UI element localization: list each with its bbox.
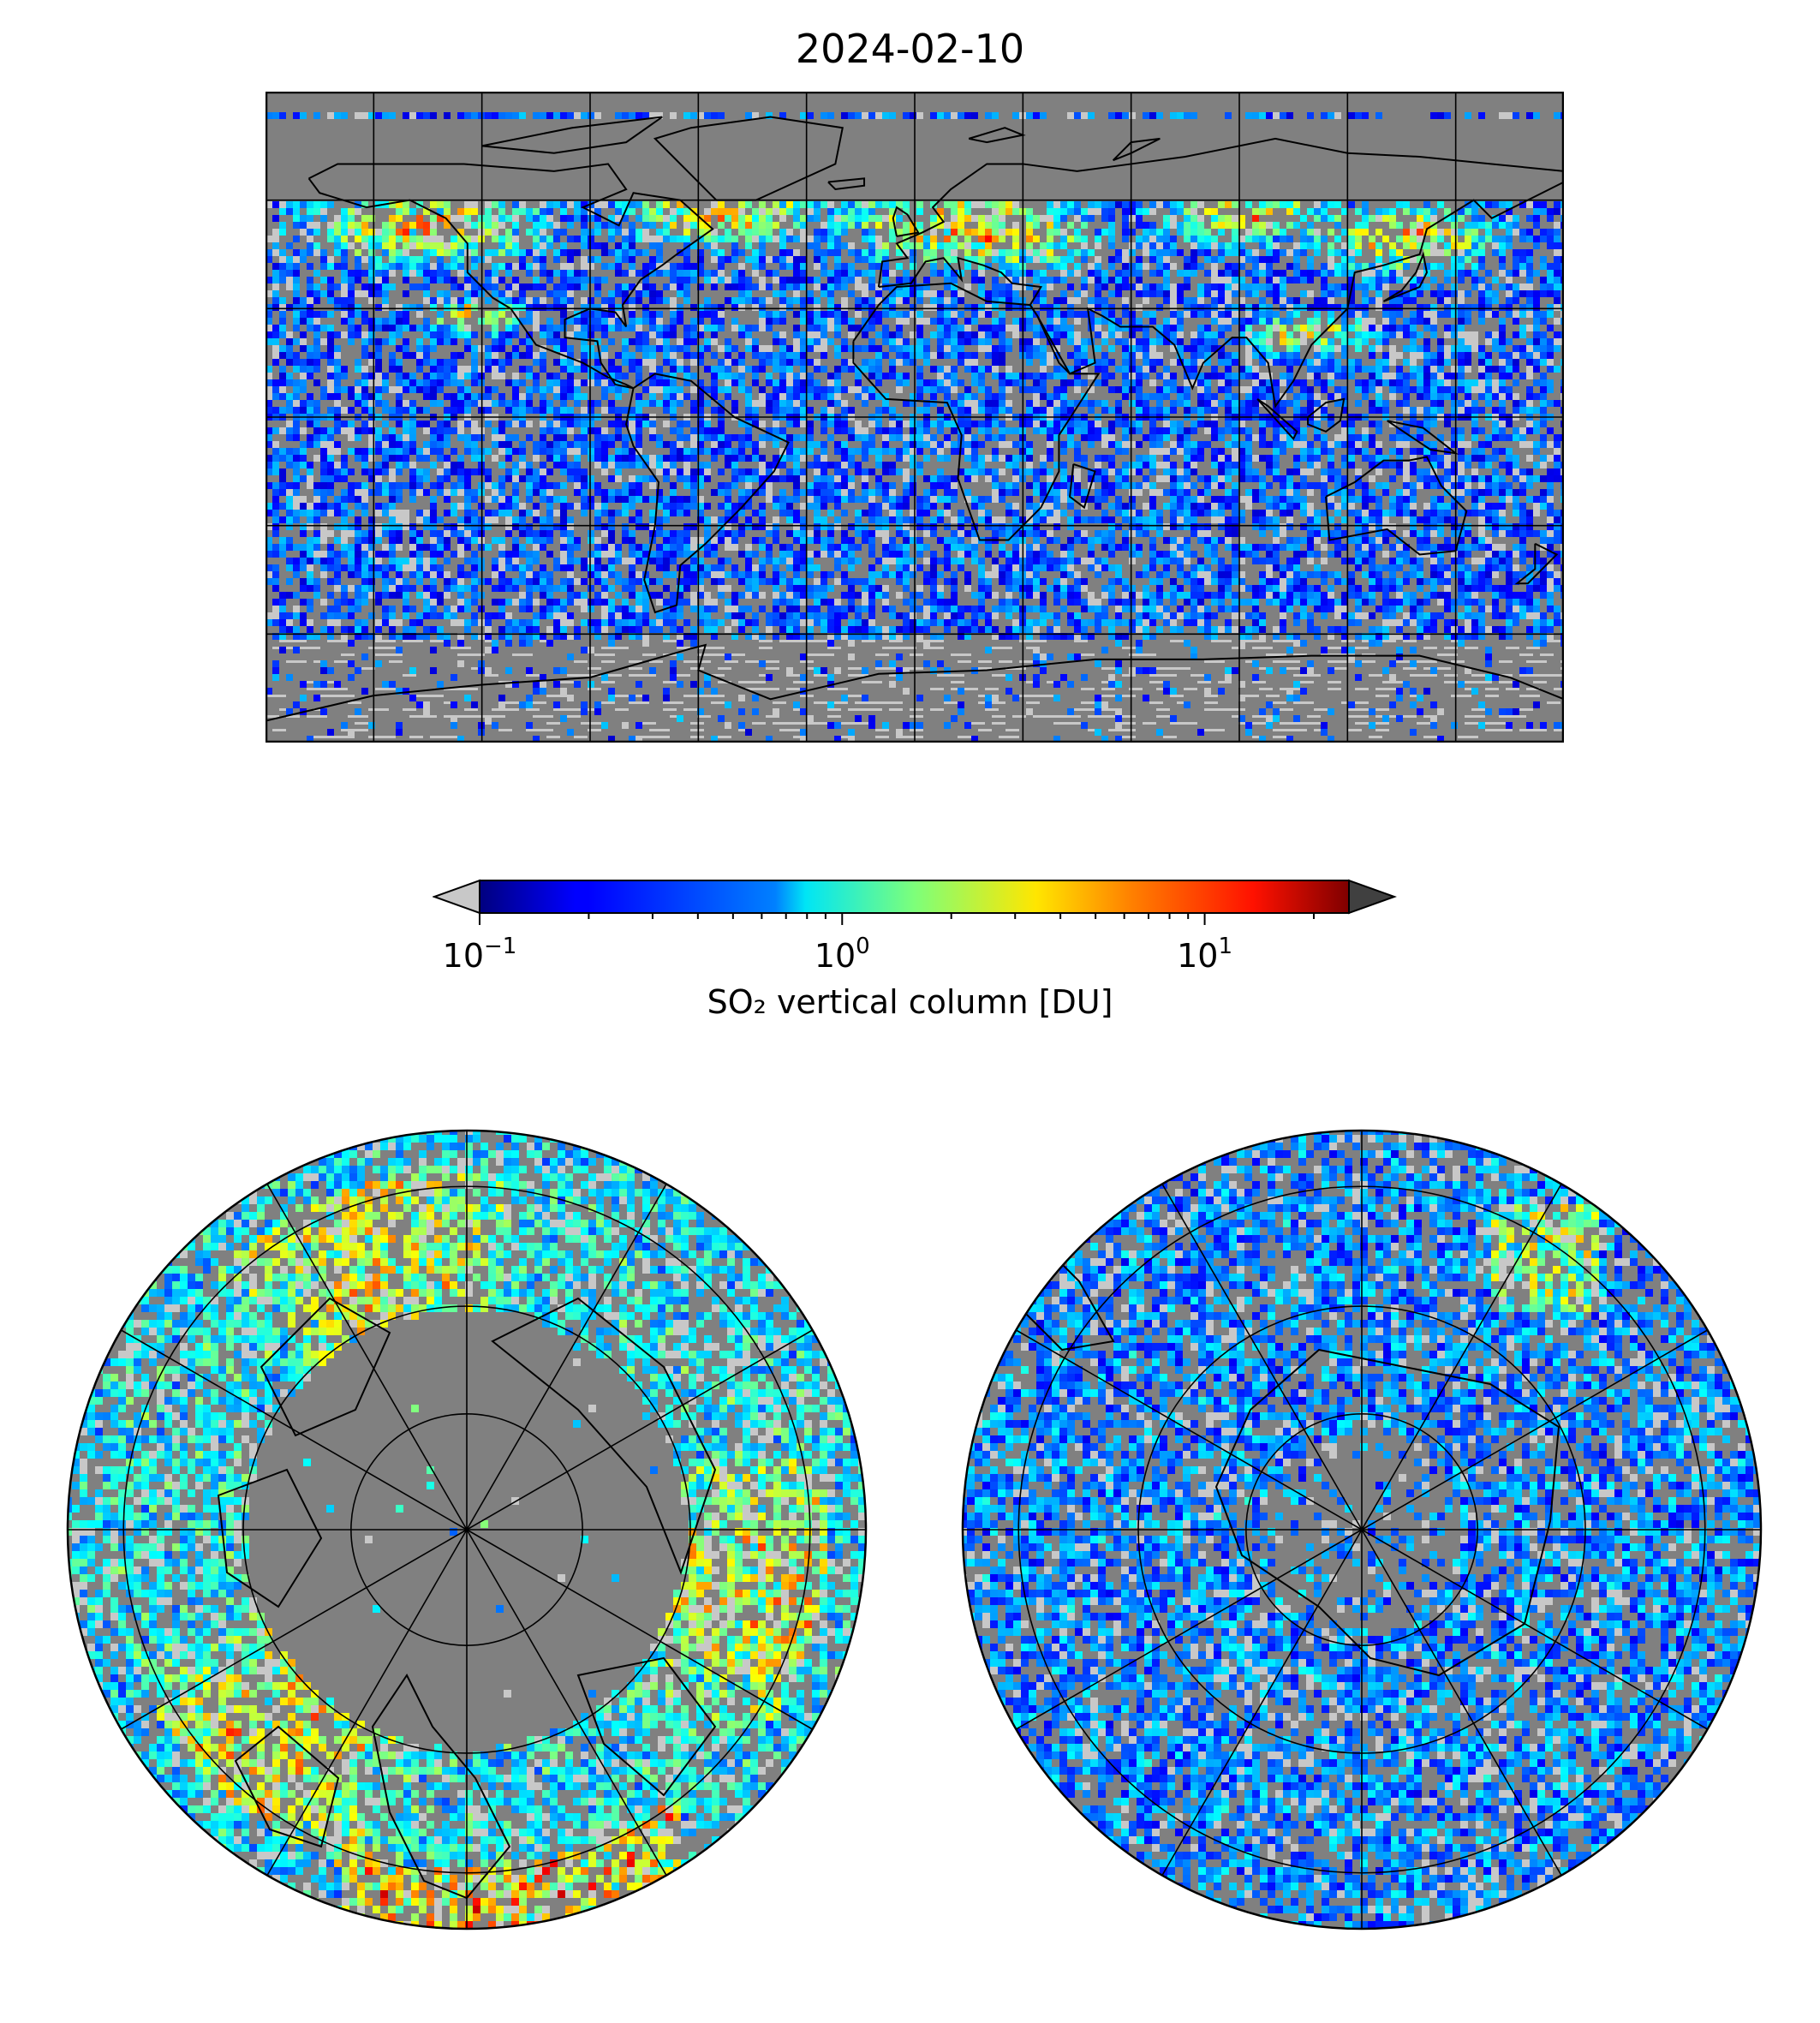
colorbar [433, 879, 1400, 930]
global-gridlines [266, 92, 1564, 743]
north-polar-map-svg [66, 1129, 868, 1931]
colorbar-gradient [479, 880, 1350, 914]
colorbar-svg [433, 879, 1397, 925]
global-map [266, 92, 1564, 743]
colorbar-tick-label: 10−1 [443, 934, 517, 975]
north-polar-gridlines [68, 1131, 866, 1929]
south-polar-data-cells [963, 1131, 1761, 1929]
tick-base: 10 [1177, 937, 1219, 975]
tick-exponent: 0 [856, 934, 870, 959]
colorbar-label: SO₂ vertical column [DU] [707, 983, 1113, 1021]
colorbar-ticks [479, 913, 1315, 925]
colorbar-tick-label: 101 [1177, 934, 1232, 975]
south-polar-gridlines [963, 1131, 1761, 1929]
tick-base: 10 [442, 937, 485, 975]
colorbar-under-extension [433, 879, 480, 915]
north-polar-map [64, 1127, 869, 1932]
colorbar-over-extension [1348, 879, 1397, 915]
north-polar-border [66, 1129, 868, 1931]
global-map-svg [266, 92, 1564, 743]
global-data-cells [266, 112, 1564, 743]
tick-exponent: 1 [1218, 934, 1232, 959]
south-polar-map-svg [961, 1129, 1763, 1931]
tick-exponent: −1 [484, 934, 517, 959]
south-polar-map [959, 1127, 1764, 1932]
global-map-border [266, 92, 1564, 743]
figure-title: 2024-02-10 [795, 26, 1025, 72]
colorbar-tick-label: 100 [815, 934, 870, 975]
south-polar-border [961, 1129, 1763, 1931]
tick-base: 10 [814, 937, 856, 975]
